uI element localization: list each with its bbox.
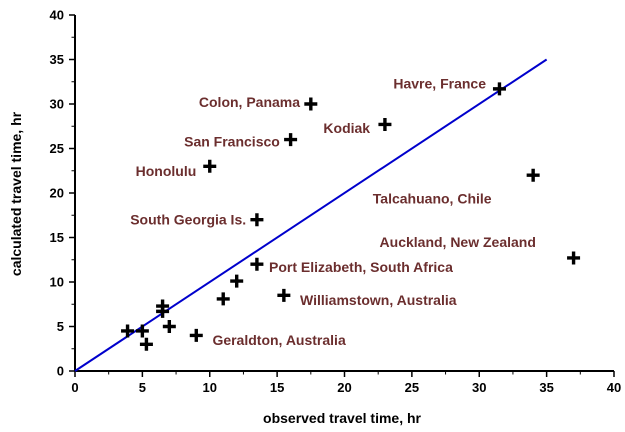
data-point bbox=[139, 337, 153, 351]
data-point bbox=[526, 168, 540, 182]
y-tick-label: 5 bbox=[57, 319, 64, 334]
data-point bbox=[567, 251, 581, 265]
point-label: Williamstown, Australia bbox=[300, 292, 457, 308]
y-tick-label: 40 bbox=[50, 8, 64, 23]
data-point bbox=[492, 82, 506, 96]
point-label: Port Elizabeth, South Africa bbox=[269, 259, 453, 275]
y-tick-label: 20 bbox=[50, 186, 64, 201]
data-point bbox=[156, 304, 170, 318]
point-label: South Georgia Is. bbox=[130, 212, 246, 228]
y-tick-label: 30 bbox=[50, 97, 64, 112]
point-label: San Francisco bbox=[184, 133, 280, 149]
data-point bbox=[250, 213, 264, 227]
data-point bbox=[250, 257, 264, 271]
x-tick-label: 25 bbox=[405, 380, 419, 395]
y-tick-label: 35 bbox=[50, 52, 64, 67]
data-point bbox=[189, 328, 203, 342]
data-point bbox=[304, 97, 318, 111]
x-tick-label: 40 bbox=[607, 380, 621, 395]
point-label: Colon, Panama bbox=[199, 94, 300, 110]
x-tick-label: 10 bbox=[203, 380, 217, 395]
data-point bbox=[230, 274, 244, 288]
axis-ticks: 0 5 10 15 20 25 30 35 40 0 5 10 15 20 25 30 35 40 bbox=[50, 8, 622, 396]
point-label: Kodiak bbox=[323, 120, 370, 136]
reference-line bbox=[74, 58, 548, 372]
data-points bbox=[121, 82, 581, 351]
x-tick-label: 35 bbox=[539, 380, 553, 395]
point-label: Geraldton, Australia bbox=[212, 332, 346, 348]
point-label: Auckland, New Zealand bbox=[380, 234, 536, 250]
data-point bbox=[378, 117, 392, 131]
point-label: Havre, France bbox=[393, 76, 486, 92]
y-tick-label: 10 bbox=[50, 275, 64, 290]
data-point bbox=[162, 320, 176, 333]
x-tick-label: 5 bbox=[139, 380, 146, 395]
data-point bbox=[284, 133, 298, 147]
data-point bbox=[277, 288, 291, 302]
x-tick-label: 0 bbox=[71, 380, 78, 395]
data-point bbox=[135, 324, 149, 338]
y-tick-label: 25 bbox=[50, 141, 64, 156]
data-point bbox=[216, 292, 230, 306]
x-axis-title: observed travel time, hr bbox=[263, 410, 422, 426]
y-axis-title: calculated travel time, hr bbox=[8, 111, 24, 276]
point-annotations: Havre, France Colon, Panama Kodiak San Fran… bbox=[130, 76, 536, 348]
x-tick-label: 20 bbox=[337, 380, 351, 395]
point-label: Honolulu bbox=[136, 163, 197, 179]
x-tick-label: 30 bbox=[472, 380, 486, 395]
y-tick-label: 15 bbox=[50, 230, 64, 245]
reference-line-group bbox=[74, 58, 548, 372]
x-tick-label: 15 bbox=[270, 380, 284, 395]
data-point bbox=[203, 159, 217, 173]
data-point bbox=[121, 324, 135, 338]
point-label: Talcahuano, Chile bbox=[373, 190, 492, 206]
y-tick-label: 0 bbox=[57, 364, 64, 379]
